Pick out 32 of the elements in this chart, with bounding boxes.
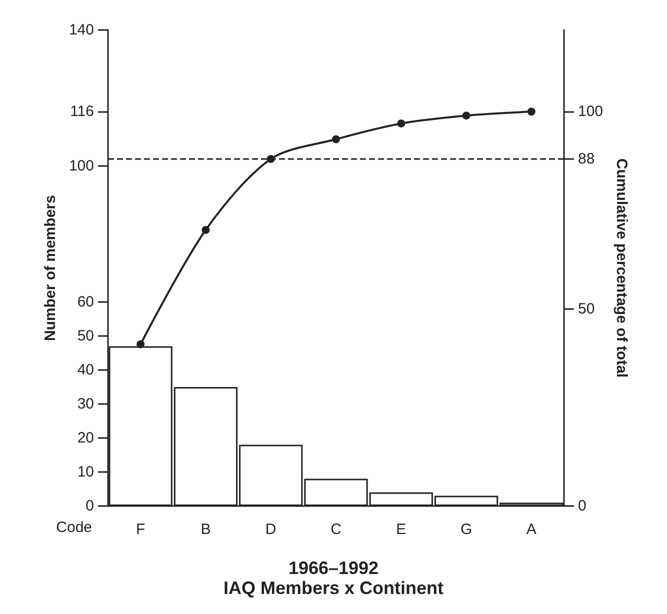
y-tick-label: 40 [77, 362, 94, 378]
y-tick-label: 0 [86, 498, 94, 514]
text: IAQ Members x Continent [223, 578, 444, 598]
text: 1966–1992 [288, 558, 379, 578]
x-tick-label: D [265, 521, 276, 538]
y-tick-label: 20 [77, 430, 94, 446]
y-tick-label: 50 [77, 328, 94, 344]
point [332, 135, 340, 144]
y2-tick-label: 50 [578, 300, 595, 318]
point [462, 112, 470, 120]
y-tick-label: 30 [77, 396, 94, 412]
point [397, 119, 406, 128]
y2-tick-label: 100 [578, 103, 604, 120]
x-tick-label: A [526, 521, 536, 538]
y-tick-label: 100 [68, 158, 94, 174]
x-tick-label: E [396, 521, 406, 538]
point [527, 108, 536, 116]
y2-axis-title: Cumulative percentage of total [612, 158, 630, 378]
y-axis-title: Number of members [42, 195, 60, 341]
y-tick-label: 140 [68, 22, 94, 38]
x-tick-label: F [136, 521, 146, 538]
y-tick-label: 10 [77, 464, 94, 480]
y2-tick-label: 88 [578, 150, 595, 168]
point [202, 226, 210, 234]
y-tick-label: 60 [77, 294, 94, 310]
x-tick-label: G [460, 521, 472, 538]
x-tick-label: C [330, 521, 342, 538]
y-tick-label: 116 [70, 103, 94, 120]
x-tick-label: B [200, 521, 211, 538]
point [136, 340, 145, 348]
x-axis-title: Code [56, 519, 92, 536]
y2-tick-label: 0 [578, 498, 586, 514]
